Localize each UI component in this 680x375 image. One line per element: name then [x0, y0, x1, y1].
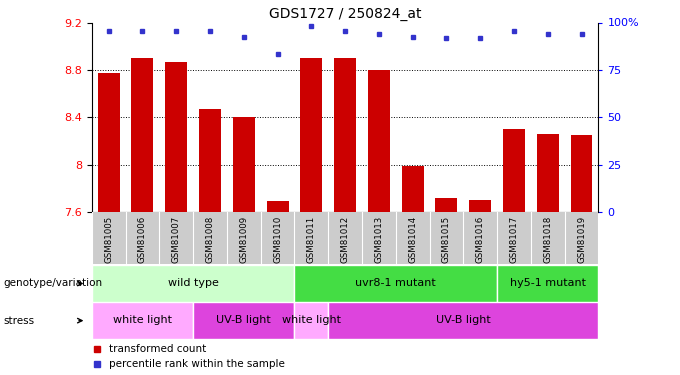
- Text: white light: white light: [282, 315, 341, 326]
- Text: GSM81006: GSM81006: [138, 216, 147, 263]
- Title: GDS1727 / 250824_at: GDS1727 / 250824_at: [269, 8, 422, 21]
- Text: GSM81016: GSM81016: [476, 216, 485, 263]
- Text: GSM81008: GSM81008: [205, 216, 214, 263]
- Bar: [98, 74, 120, 212]
- Bar: [497, 265, 598, 302]
- Text: GSM81017: GSM81017: [509, 216, 518, 263]
- Bar: [193, 302, 294, 339]
- Text: transformed count: transformed count: [109, 344, 206, 354]
- Bar: [334, 58, 356, 212]
- Bar: [328, 302, 598, 339]
- Text: GSM81015: GSM81015: [442, 216, 451, 263]
- Text: UV-B light: UV-B light: [436, 315, 491, 326]
- Bar: [294, 302, 328, 339]
- Bar: [165, 62, 187, 212]
- Text: wild type: wild type: [168, 279, 218, 288]
- Bar: [503, 129, 525, 212]
- Text: GSM81007: GSM81007: [172, 216, 181, 263]
- Text: uvr8-1 mutant: uvr8-1 mutant: [356, 279, 436, 288]
- Bar: [469, 200, 491, 212]
- Bar: [435, 198, 458, 212]
- Text: GSM81011: GSM81011: [307, 216, 316, 263]
- Bar: [571, 135, 592, 212]
- Text: GSM81012: GSM81012: [341, 216, 350, 263]
- Text: GSM81010: GSM81010: [273, 216, 282, 263]
- Text: GSM81005: GSM81005: [104, 216, 113, 263]
- Bar: [402, 166, 424, 212]
- Bar: [233, 117, 255, 212]
- Bar: [537, 134, 559, 212]
- Bar: [199, 109, 221, 212]
- Text: GSM81018: GSM81018: [543, 216, 552, 263]
- Bar: [92, 265, 294, 302]
- Text: GSM81014: GSM81014: [408, 216, 417, 263]
- Text: GSM81013: GSM81013: [375, 216, 384, 263]
- Bar: [301, 58, 322, 212]
- Text: stress: stress: [3, 316, 35, 326]
- Bar: [92, 302, 193, 339]
- Bar: [294, 265, 497, 302]
- Bar: [368, 70, 390, 212]
- Text: white light: white light: [113, 315, 172, 326]
- Text: hy5-1 mutant: hy5-1 mutant: [510, 279, 585, 288]
- Text: GSM81009: GSM81009: [239, 216, 248, 262]
- Bar: [267, 201, 288, 212]
- Bar: [131, 58, 154, 212]
- Text: genotype/variation: genotype/variation: [3, 279, 103, 288]
- Text: UV-B light: UV-B light: [216, 315, 271, 326]
- Text: percentile rank within the sample: percentile rank within the sample: [109, 358, 284, 369]
- Text: GSM81019: GSM81019: [577, 216, 586, 262]
